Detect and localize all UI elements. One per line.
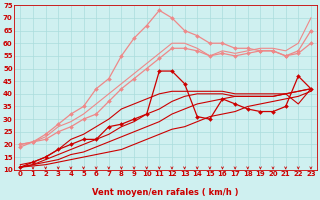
X-axis label: Vent moyen/en rafales ( km/h ): Vent moyen/en rafales ( km/h ) bbox=[92, 188, 239, 197]
